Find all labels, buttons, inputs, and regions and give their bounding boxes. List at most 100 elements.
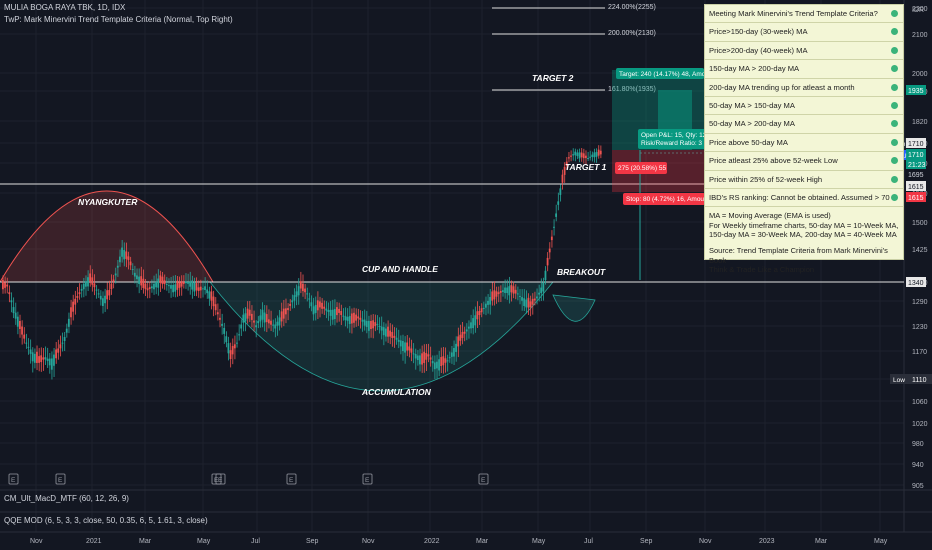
candle-body xyxy=(312,306,315,315)
candle-body xyxy=(514,289,517,294)
currency-label: IDR xyxy=(912,7,924,14)
candle-body xyxy=(540,287,543,294)
candle-body xyxy=(225,336,228,343)
candle-body xyxy=(570,155,572,157)
candle-body xyxy=(378,326,381,327)
candle-body xyxy=(242,314,245,323)
x-tick-label: Jul xyxy=(251,538,260,545)
candle-body xyxy=(527,297,530,308)
panel-title-row: Meeting Mark Minervini's Trend Template … xyxy=(705,5,903,24)
candle-body xyxy=(170,285,172,289)
candle-body xyxy=(63,337,66,341)
candle-body xyxy=(182,282,185,284)
x-tick-label: Sep xyxy=(640,538,653,545)
price-tag-time: 21:23 xyxy=(908,162,926,169)
candle-body xyxy=(327,309,330,312)
candle-body xyxy=(574,151,577,156)
candle-body xyxy=(436,361,438,369)
candle-body xyxy=(384,328,387,337)
candle-body xyxy=(597,149,600,156)
candle-body xyxy=(512,286,515,294)
candle-body xyxy=(2,280,4,290)
criteria-label: Price atleast 25% above 52-week Low xyxy=(709,156,838,166)
x-tick-label: Nov xyxy=(362,538,375,545)
y-tick-label: 1020 xyxy=(912,421,928,428)
candle-body xyxy=(89,273,92,281)
target1-label-bg xyxy=(615,162,667,174)
candle-body xyxy=(293,295,296,301)
status-dot-icon xyxy=(891,65,898,73)
candle-body xyxy=(402,341,404,351)
candle-body xyxy=(342,315,345,317)
earnings-icon xyxy=(478,473,489,485)
candle-body xyxy=(429,357,432,360)
candle-body xyxy=(297,286,300,296)
low-tag-bg xyxy=(890,374,932,384)
earnings-icon xyxy=(215,473,226,485)
candle-body xyxy=(595,152,598,157)
candle-body xyxy=(95,289,98,291)
price-tag-high-box xyxy=(906,138,926,148)
earnings-icon xyxy=(55,473,66,485)
candle-body xyxy=(346,316,349,321)
status-dot-icon xyxy=(891,46,898,54)
y-tick-label: 2100 xyxy=(912,32,928,39)
pnl-label-bg xyxy=(638,129,706,149)
candle-body xyxy=(4,282,6,288)
x-tick-label: May xyxy=(197,538,211,545)
candle-body xyxy=(546,257,549,266)
candle-body xyxy=(267,319,270,324)
candle-body xyxy=(27,346,30,348)
candle-body xyxy=(202,288,204,290)
criteria-row: 50-day MA > 150-day MA xyxy=(705,97,903,116)
candle-body xyxy=(255,325,257,328)
candle-body xyxy=(189,281,192,287)
candle-body xyxy=(414,353,417,359)
candle-body xyxy=(142,278,145,288)
candle-body xyxy=(408,346,411,351)
candle-body xyxy=(323,306,326,309)
candle-body xyxy=(325,308,328,311)
candle-body xyxy=(316,300,319,311)
candle-body xyxy=(97,293,100,295)
candle-body xyxy=(157,278,160,288)
candle-body xyxy=(119,256,121,263)
candle-body xyxy=(84,281,87,287)
candle-body xyxy=(80,288,83,291)
candle-body xyxy=(391,331,394,338)
criteria-row: Price within 25% of 52-week High xyxy=(705,171,903,189)
qqe-indicator-label[interactable]: QQE MOD (6, 5, 3, 3, close, 50, 0.35, 6,… xyxy=(4,516,208,525)
fib-label: 200.00%(2130) xyxy=(608,30,656,37)
candle-body xyxy=(599,150,602,155)
candle-body xyxy=(261,309,264,320)
candle-body xyxy=(99,295,102,300)
earnings-letter: E xyxy=(365,477,370,484)
candle-body xyxy=(19,321,21,329)
candle-body xyxy=(499,290,502,293)
candle-body xyxy=(555,213,557,217)
pattern-annotation: TARGET 1 xyxy=(565,162,607,172)
panel-title: Meeting Mark Minervini's Trend Template … xyxy=(709,9,878,18)
candle-body xyxy=(355,314,357,321)
candle-body xyxy=(263,312,266,323)
criteria-label: 150-day MA > 200-day MA xyxy=(709,64,800,74)
candle-body xyxy=(584,155,587,159)
y-tick-label: 940 xyxy=(912,462,924,469)
candle-body xyxy=(150,286,153,289)
candle-body xyxy=(153,283,155,290)
candle-body xyxy=(29,349,32,354)
candle-body xyxy=(459,334,462,341)
macd-indicator-label[interactable]: CM_Ult_MacD_MTF (60, 12, 26, 9) xyxy=(4,494,129,503)
candle-body xyxy=(489,296,492,305)
y-tick-label: 1820 xyxy=(912,119,928,126)
candle-body xyxy=(491,291,494,301)
candle-body xyxy=(387,326,389,337)
candle-body xyxy=(538,292,540,295)
candle-body xyxy=(40,355,43,363)
candle-body xyxy=(380,326,383,331)
candle-body xyxy=(227,343,230,354)
candle-body xyxy=(8,292,11,295)
criteria-label: 50-day MA > 200-day MA xyxy=(709,119,795,129)
fib-label: 161.80%(1935) xyxy=(608,86,656,93)
